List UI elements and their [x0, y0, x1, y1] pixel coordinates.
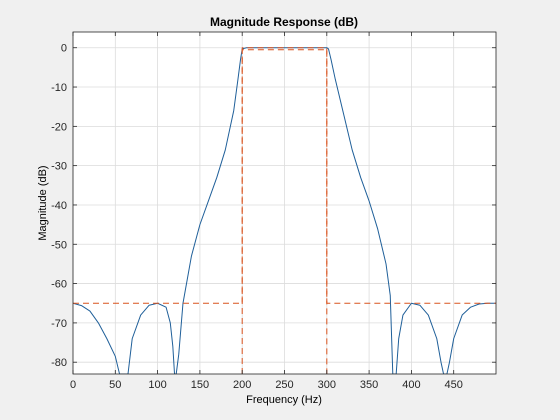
y-tick-label: -40 — [51, 200, 67, 212]
x-axis-label: Frequency (Hz) — [246, 394, 322, 406]
y-axis-label: Magnitude (dB) — [37, 165, 49, 240]
y-tick-label: -30 — [51, 161, 67, 173]
x-tick-label: 300 — [318, 379, 336, 391]
magnitude-response-line — [73, 47, 496, 374]
x-tick-label: 50 — [109, 379, 121, 391]
x-tick-label: 200 — [233, 379, 251, 391]
x-tick-label: 450 — [445, 379, 463, 391]
y-tick-label: -80 — [51, 357, 67, 369]
x-tick-label: 100 — [148, 379, 166, 391]
series-layer — [73, 47, 496, 374]
x-tick-label: 350 — [360, 379, 378, 391]
y-tick-label: -20 — [51, 121, 67, 133]
x-tick-label: 250 — [275, 379, 293, 391]
y-tick-label: -50 — [51, 239, 67, 251]
y-tick-label: -70 — [51, 318, 67, 330]
y-tick-label: -60 — [51, 279, 67, 291]
chart-title: Magnitude Response (dB) — [210, 15, 358, 29]
x-tick-label: 0 — [70, 379, 76, 391]
y-tick-label: -10 — [51, 82, 67, 94]
spec-mask-line — [73, 47, 328, 374]
tick-layer: 0 50 100 150 200 250 300 350 400 450 0 -10 -20 -30 -40… — [51, 32, 496, 391]
x-tick-label: 150 — [191, 379, 209, 391]
y-tick-label: 0 — [61, 43, 67, 55]
x-tick-label: 400 — [402, 379, 420, 391]
